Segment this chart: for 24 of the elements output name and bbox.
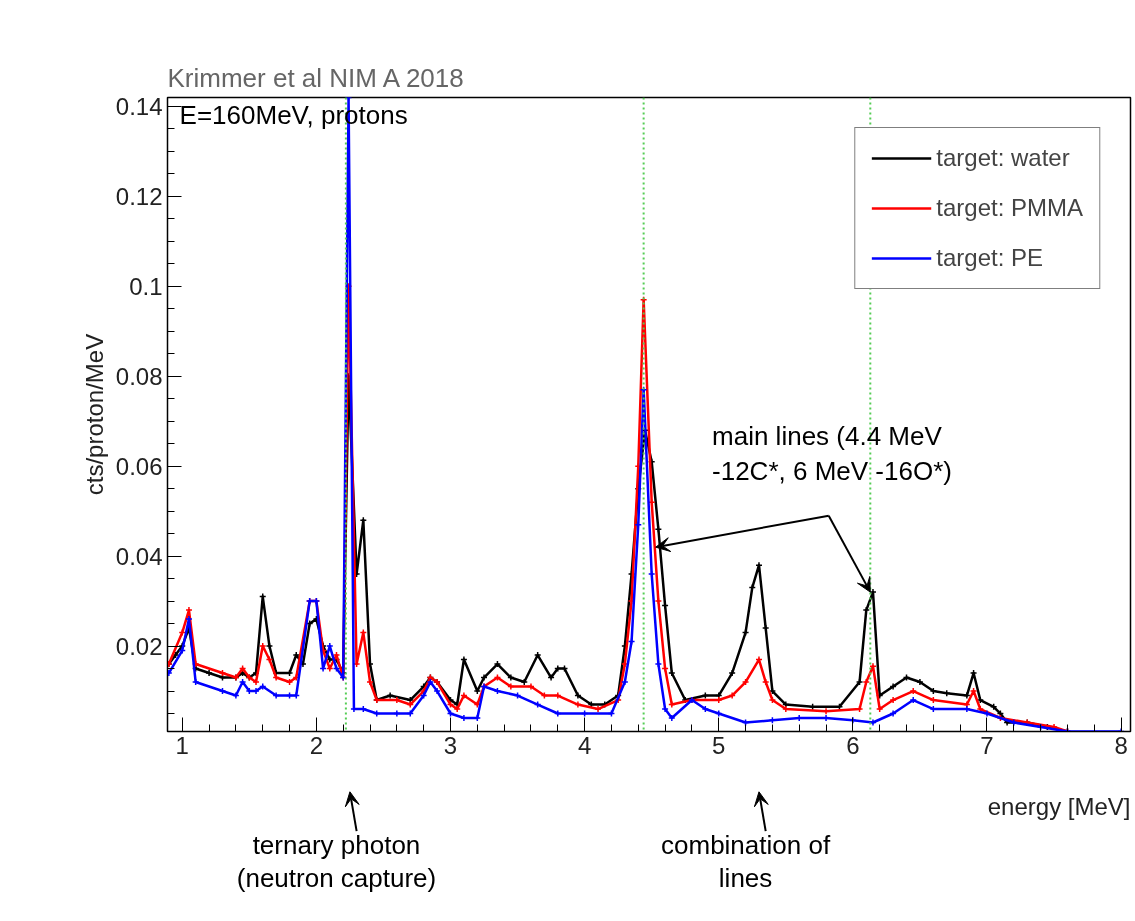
y-tick-label: 0.02 bbox=[115, 632, 163, 660]
text: combination of lines bbox=[661, 829, 831, 893]
x-tick-label: 6 bbox=[846, 731, 860, 759]
legend-label: target: PMMA bbox=[936, 194, 1083, 222]
x-tick-label: 3 bbox=[443, 731, 458, 759]
x-tick-label: 5 bbox=[712, 731, 726, 759]
y-tick-label: 0.06 bbox=[115, 452, 163, 480]
x-tick-label: 1 bbox=[175, 731, 189, 759]
y-tick-label: 0.14 bbox=[115, 92, 163, 120]
x-axis-title: energy [MeV] bbox=[987, 793, 1131, 821]
x-tick-label: 7 bbox=[980, 731, 994, 759]
y-tick-label: 0.08 bbox=[115, 362, 163, 390]
text: ternary photon (neutron capture) bbox=[236, 829, 437, 893]
x-tick-label: 8 bbox=[1114, 731, 1128, 759]
y-axis-title: cts/proton/MeV bbox=[80, 333, 108, 496]
y-tick-label: 0.1 bbox=[129, 272, 163, 300]
legend-label: target: water bbox=[936, 144, 1070, 172]
legend-label: target: PE bbox=[936, 244, 1044, 272]
y-tick-label: 0.12 bbox=[115, 182, 163, 210]
y-tick-label: 0.04 bbox=[115, 542, 163, 570]
x-tick-label: 4 bbox=[577, 731, 592, 759]
annotation: main lines (4.4 MeV -12C*, 6 MeV -16O*) bbox=[712, 421, 952, 486]
x-tick-label: 2 bbox=[309, 731, 324, 759]
text: Krimmer et al NIM A 2018 bbox=[167, 62, 464, 93]
